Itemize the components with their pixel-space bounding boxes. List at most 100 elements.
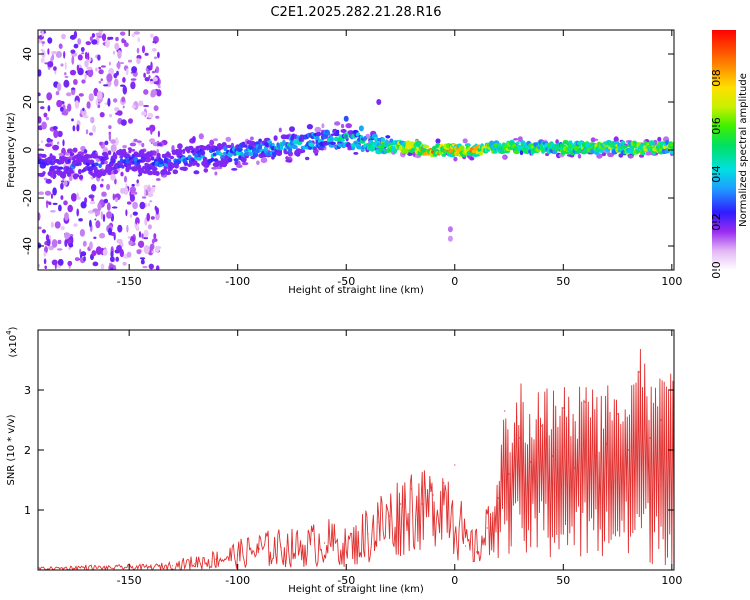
spectrogram-noise-speck bbox=[44, 190, 52, 196]
spectrogram-noise-speck bbox=[86, 66, 93, 71]
spectrogram-noise-speck bbox=[108, 82, 112, 86]
snr-data-point bbox=[421, 503, 423, 505]
spectrogram-halo-speck bbox=[241, 162, 249, 166]
snr-data-point bbox=[649, 437, 651, 439]
spectrogram-noise-speck bbox=[127, 236, 131, 239]
spectrogram-halo-speck bbox=[314, 126, 322, 133]
spectrogram-noise-speck bbox=[147, 112, 154, 119]
spectrogram-noise-speck bbox=[88, 93, 94, 102]
spectrogram-noise-speck bbox=[135, 182, 140, 187]
spectrogram-ridge-point bbox=[77, 168, 82, 175]
spectrogram-noise-speck bbox=[131, 183, 135, 187]
spectrogram-ridge-point bbox=[633, 140, 637, 145]
spectrogram-noise-speck bbox=[89, 200, 96, 205]
spectrogram-noise-speck bbox=[136, 179, 139, 184]
spectrogram-isolated-feature bbox=[447, 226, 453, 233]
spectrogram-noise-speck bbox=[48, 245, 54, 251]
spectrogram-noise-speck bbox=[119, 249, 125, 258]
spectrogram-noise-speck bbox=[44, 246, 48, 254]
snr-data-point bbox=[617, 413, 619, 415]
snr-data-point bbox=[606, 443, 608, 445]
spectrogram-noise-speck bbox=[97, 104, 101, 109]
spectrogram-noise-speck bbox=[141, 233, 144, 239]
spectrogram-noise-speck bbox=[146, 186, 152, 192]
spectrogram-noise-speck bbox=[38, 143, 41, 147]
snr-x-tick-label: 50 bbox=[556, 574, 570, 587]
spectrogram-ridge-point bbox=[152, 166, 158, 172]
spectrogram-noise-speck bbox=[73, 79, 78, 85]
spectrogram-ridge-point bbox=[640, 143, 644, 147]
spectrogram-x-tick-label: -50 bbox=[337, 275, 355, 288]
spectrogram-noise-speck bbox=[108, 61, 111, 66]
spectrogram-ridge-point bbox=[339, 138, 345, 142]
spectrogram-noise-speck bbox=[60, 226, 65, 231]
spectrogram-y-tick-label: 0 bbox=[21, 147, 34, 154]
spectrogram-noise-speck bbox=[120, 119, 127, 126]
snr-data-point bbox=[150, 567, 152, 569]
spectrogram-halo-speck bbox=[590, 137, 596, 143]
snr-data-point bbox=[475, 551, 478, 553]
spectrogram-noise-speck bbox=[128, 118, 133, 124]
spectrogram-ridge-point bbox=[273, 135, 278, 141]
spectrogram-ridge-point bbox=[648, 140, 655, 147]
spectrogram-noise-speck bbox=[52, 187, 57, 196]
spectrogram-noise-speck bbox=[111, 206, 118, 209]
snr-data-point bbox=[237, 554, 239, 556]
spectrogram-noise-speck bbox=[149, 81, 155, 85]
snr-series-line bbox=[38, 348, 674, 570]
spectrogram-noise-speck bbox=[89, 36, 93, 42]
spectrogram-noise-speck bbox=[74, 257, 80, 262]
spectrogram-halo-speck bbox=[237, 160, 241, 167]
spectrogram-ridge-point bbox=[51, 155, 56, 161]
spectrogram-ridge-point bbox=[432, 145, 437, 150]
spectrogram-noise-speck bbox=[102, 249, 108, 256]
spectrogram-ridge-point bbox=[202, 156, 208, 163]
spectrogram-y-tick-label: 20 bbox=[21, 95, 34, 109]
spectrogram-noise-speck bbox=[145, 127, 150, 131]
colorbar: 0.0 0.2 0.4 0.6 0.8 Normalized spectral ampl… bbox=[710, 30, 749, 279]
snr-data-point bbox=[389, 515, 391, 517]
spectrogram-halo-speck bbox=[607, 152, 614, 158]
spectrogram-noise-speck bbox=[151, 70, 156, 74]
spectrogram-noise-speck bbox=[45, 200, 49, 209]
spectrogram-halo-speck bbox=[213, 138, 219, 142]
spectrogram-noise-speck bbox=[52, 202, 58, 205]
spectrogram-noise-speck bbox=[80, 201, 87, 209]
spectrogram-ridge-point bbox=[128, 149, 132, 154]
colorbar-tick-label: 0.4 bbox=[710, 165, 723, 183]
spectrogram-noise-speck bbox=[110, 250, 114, 258]
spectrogram-noise-speck bbox=[47, 105, 51, 112]
spectrogram-noise-speck bbox=[106, 202, 111, 211]
spectrogram-halo-speck bbox=[63, 180, 68, 186]
spectrogram-noise-speck bbox=[93, 236, 97, 239]
spectrogram-noise-speck bbox=[82, 240, 87, 247]
spectrogram-ridge-point bbox=[113, 153, 118, 160]
spectrogram-noise-speck bbox=[146, 212, 150, 222]
spectrogram-x-tick-label: -100 bbox=[225, 275, 250, 288]
snr-data-point bbox=[280, 546, 282, 548]
spectrogram-halo-speck bbox=[345, 123, 353, 129]
spectrogram-ridge-point bbox=[226, 144, 232, 149]
spectrogram-noise-speck bbox=[57, 248, 63, 251]
spectrogram-ridge-point bbox=[385, 135, 391, 139]
spectrogram-noise-speck bbox=[129, 186, 136, 194]
spectrogram-ridge-point bbox=[68, 170, 75, 174]
spectrogram-ridge-point bbox=[377, 137, 382, 142]
spectrogram-noise-speck bbox=[67, 103, 72, 112]
spectrogram-noise-speck bbox=[157, 85, 161, 89]
spectrogram-halo-speck bbox=[305, 156, 310, 161]
spectrogram-noise-speck bbox=[110, 174, 116, 181]
spectrogram-noise-speck bbox=[115, 36, 119, 42]
spectrogram-noise-speck bbox=[66, 92, 72, 97]
spectrogram-noise-speck bbox=[143, 237, 149, 240]
spectrogram-ridge-point bbox=[313, 146, 317, 151]
spectrogram-ridge-point bbox=[516, 141, 520, 145]
spectrogram-noise-speck bbox=[71, 118, 74, 122]
spectrogram-noise-speck bbox=[126, 224, 129, 233]
spectrogram-noise-speck bbox=[149, 200, 153, 203]
spectrogram-halo-speck bbox=[601, 152, 607, 157]
spectrogram-noise-speck bbox=[40, 140, 43, 144]
snr-y-tick-label: 2 bbox=[24, 444, 31, 457]
spectrogram-noise-speck bbox=[136, 47, 140, 54]
